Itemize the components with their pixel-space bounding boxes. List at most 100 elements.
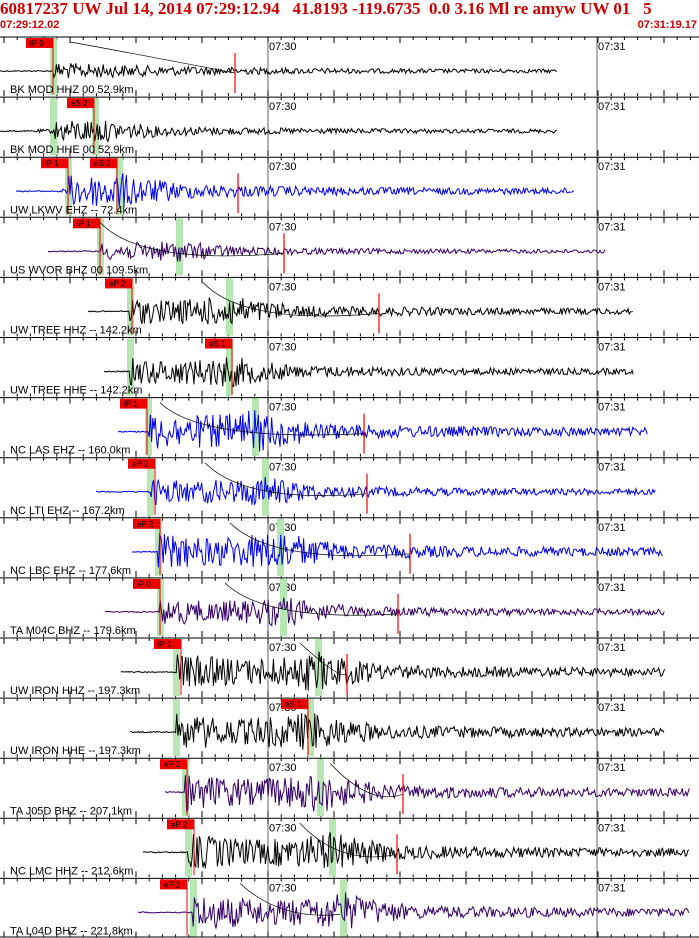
channel-label: BK MOD HHZ 00 52.9km	[10, 84, 133, 96]
minute-label: 07:31	[598, 101, 626, 113]
phase-window	[340, 879, 347, 937]
phase-pick-flag[interactable]	[167, 819, 194, 830]
phase-pick-label: eS 2	[71, 99, 88, 108]
waveform[interactable]	[0, 120, 558, 143]
theoretical-arrival-curve	[202, 282, 380, 317]
trace-row[interactable]: 07:30 07:31 eP 2 TA J05D BHZ -- 207.1km	[0, 757, 699, 818]
waveform[interactable]	[95, 476, 656, 506]
phase-pick-flag[interactable]	[73, 218, 100, 229]
theoretical-arrival-curve	[204, 462, 368, 496]
trace-row[interactable]: 07:30 07:31 iP 0 BK MOD HHZ 00 52.9km	[0, 36, 699, 97]
waveform[interactable]	[104, 597, 665, 627]
waveform[interactable]	[0, 63, 558, 79]
minute-label: 07:31	[598, 522, 626, 534]
phase-pick-flag[interactable]	[41, 158, 68, 169]
minute-label: 07:31	[598, 882, 626, 894]
minute-label: 07:30	[269, 221, 297, 233]
minute-label: 07:30	[269, 41, 297, 53]
theoretical-arrival-curve	[69, 41, 236, 74]
phase-window	[92, 98, 99, 156]
minute-label: 07:31	[598, 342, 626, 354]
channel-label: UW LKWV EHZ -- 72.4km	[10, 204, 137, 216]
minute-label: 07:31	[598, 642, 626, 654]
trace-row[interactable]: 07:30 07:31 eP 2 NC LMC HHZ -- 212.6km	[0, 817, 699, 878]
trace-row[interactable]: 07:30 07:31 eP 2 NC LTI EHZ -- 167.2km	[0, 457, 699, 517]
phase-window	[50, 98, 57, 156]
trace-row[interactable]: 07:30 07:31 eS 1 UW TREE HHE -- 142.2km	[0, 337, 699, 397]
waveform[interactable]	[87, 297, 633, 325]
phase-pick-label: eS 2	[94, 159, 111, 168]
event-title: 60817237 UW Jul 14, 2014 07:29:12.94 41.…	[0, 0, 652, 18]
phase-pick-flag[interactable]	[133, 518, 160, 529]
window-end-time: 07:31:19.17	[637, 19, 697, 31]
phase-pick-flag[interactable]	[133, 578, 160, 589]
channel-label: UW IRON HHZ -- 197.3km	[10, 685, 140, 697]
trace-row[interactable]: 07:30 07:31 eS 2 BK MOD HHE 00 52.9km	[0, 96, 699, 157]
phase-pick-flag[interactable]	[67, 98, 94, 109]
phase-pick-flag[interactable]	[281, 699, 308, 710]
phase-pick-flag[interactable]	[128, 458, 155, 469]
theoretical-arrival-curve	[229, 522, 411, 557]
phase-pick-flag[interactable]	[26, 38, 53, 48]
phase-pick-label: iP 0	[137, 580, 151, 589]
trace-row[interactable]: 07:30 07:31 eP 2 UW TREE HHZ -- 142.2km	[0, 276, 699, 337]
channel-label: NC LMC HHZ -- 212.6km	[10, 865, 133, 877]
phase-pick-label: iP 0	[30, 39, 44, 48]
waveform[interactable]	[103, 357, 634, 388]
theoretical-arrival-curve	[329, 762, 404, 798]
minute-label: 07:31	[598, 762, 626, 774]
trace-row[interactable]: 07:30 07:31 iP 1 eS 2 UW LKWV EHZ -- 72.4km	[0, 156, 699, 217]
minute-label: 07:31	[598, 822, 626, 834]
minute-label: 07:30	[269, 101, 297, 113]
theoretical-arrival-curve	[299, 823, 398, 858]
minute-label: 07:30	[269, 762, 297, 774]
trace-row[interactable]: 07:30 07:31 iP 1 NC LAS EHZ -- 160.0km	[0, 397, 699, 457]
waveform[interactable]	[15, 173, 575, 207]
channel-label: UW TREE HHE -- 142.2km	[10, 385, 142, 397]
minute-label: 07:31	[598, 41, 626, 53]
minute-label: 07:31	[598, 161, 626, 173]
channel-label: TA M04C BHZ -- 179.6km	[10, 625, 136, 637]
waveform[interactable]	[129, 713, 665, 750]
waveform[interactable]	[137, 892, 690, 929]
phase-window	[176, 218, 183, 276]
waveform[interactable]	[142, 832, 690, 869]
minute-label: 07:30	[269, 161, 297, 173]
phase-pick-label: eP 2	[164, 880, 181, 889]
phase-pick-label: iP 1	[45, 159, 59, 168]
channel-label: TA L04D BHZ -- 221.8km	[10, 926, 133, 938]
phase-pick-label: eS 1	[285, 700, 302, 709]
phase-pick-flag[interactable]	[160, 879, 187, 890]
phase-window	[116, 158, 123, 216]
phase-pick-flag[interactable]	[120, 398, 147, 409]
phase-window	[155, 518, 162, 576]
minute-label: 07:31	[598, 281, 626, 293]
waveform[interactable]	[131, 533, 663, 568]
phase-pick-label: iP 1	[124, 400, 138, 409]
phase-pick-flag[interactable]	[205, 338, 232, 349]
channel-label: NC LAS EHZ -- 160.0km	[10, 445, 130, 457]
phase-window	[185, 819, 192, 877]
phase-pick-flag[interactable]	[160, 759, 187, 770]
phase-pick-flag[interactable]	[90, 158, 117, 169]
waveform[interactable]	[164, 775, 690, 812]
waveform[interactable]	[47, 241, 606, 262]
waveform[interactable]	[117, 410, 648, 452]
phase-pick-label: iP 1	[77, 219, 91, 228]
minute-label: 07:31	[598, 702, 626, 714]
phase-pick-flag[interactable]	[105, 278, 132, 289]
phase-pick-label: eP 2	[164, 760, 181, 769]
trace-row[interactable]: 07:30 07:31 eP 2 TA L04D BHZ -- 221.8km	[0, 877, 699, 938]
phase-window	[280, 578, 287, 636]
channel-label: NC LBC EHZ -- 177.6km	[10, 565, 131, 577]
phase-pick-flag[interactable]	[154, 639, 181, 649]
minute-label: 07:30	[269, 882, 297, 894]
phase-window	[127, 338, 134, 396]
trace-row[interactable]: 07:30 07:31 iP 1 UW IRON HHZ -- 197.3km	[0, 637, 699, 698]
trace-row[interactable]: 07:30 07:31 iP 1 US WVOR BHZ 00 109.5km	[0, 216, 699, 277]
waveform[interactable]	[120, 651, 666, 691]
